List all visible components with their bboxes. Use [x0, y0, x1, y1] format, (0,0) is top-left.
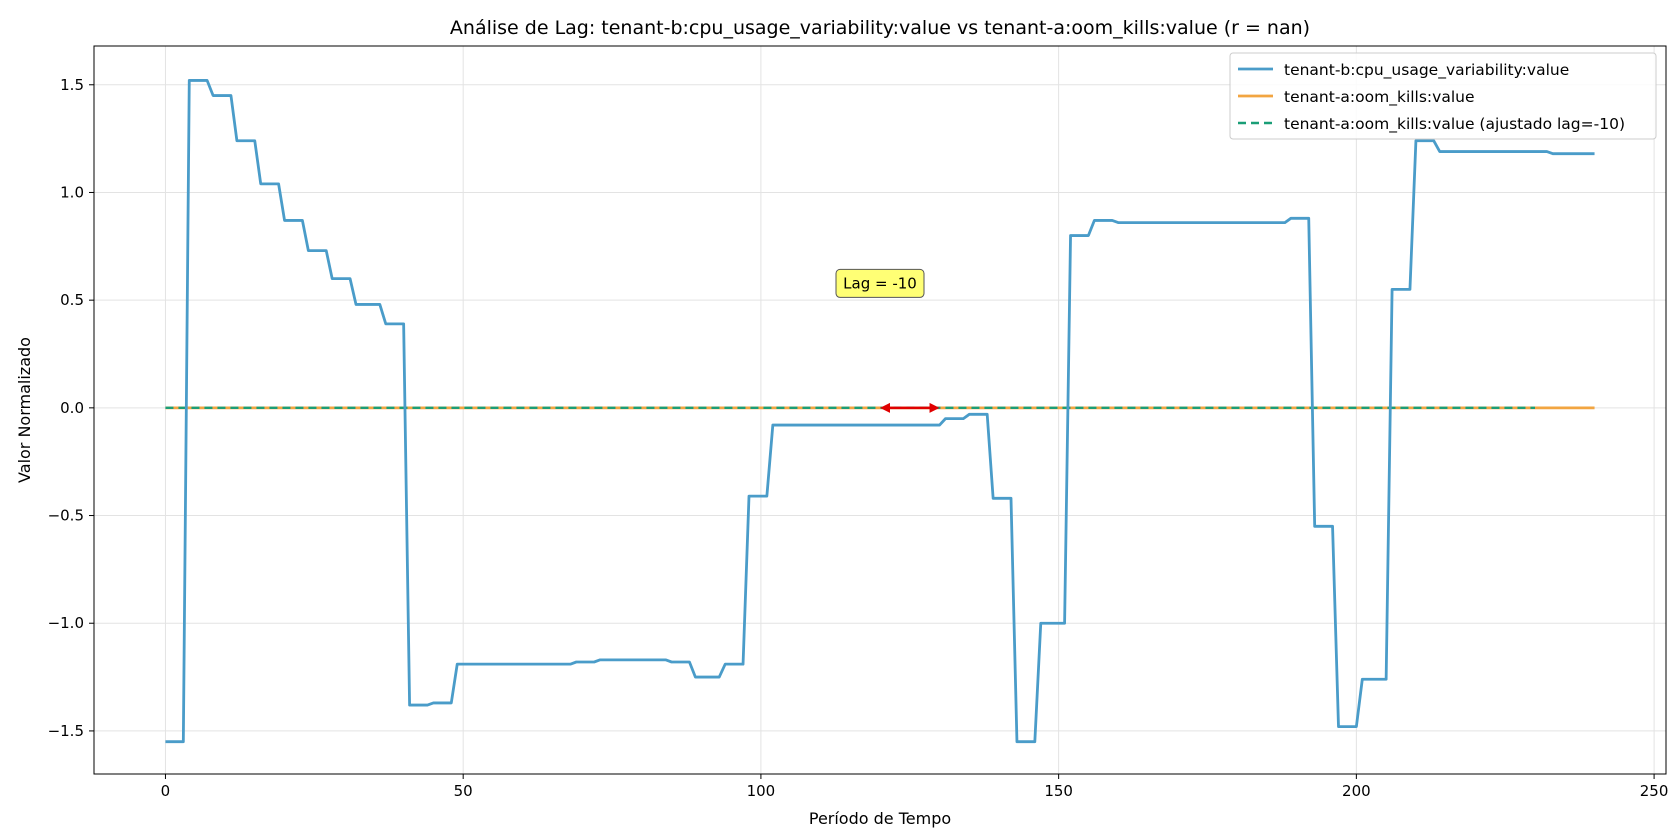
- x-axis-label: Período de Tempo: [809, 809, 951, 828]
- lag-annotation-text: Lag = -10: [843, 274, 917, 292]
- lag-arrow-head-left: [880, 402, 890, 413]
- lag-arrow-head-right: [929, 402, 940, 413]
- y-tick-label-0-5: 0.5: [60, 291, 84, 309]
- y-tick-label--0-5: −0.5: [48, 507, 84, 525]
- x-tick-label-100: 100: [747, 782, 776, 800]
- y-tick-label--1: −1.0: [48, 614, 84, 632]
- y-tick-label-1: 1.0: [60, 183, 84, 201]
- legend: tenant-b:cpu_usage_variability:valuetena…: [1229, 52, 1657, 140]
- x-tick-label-150: 150: [1044, 782, 1073, 800]
- y-tick-label--1-5: −1.5: [48, 722, 84, 740]
- legend-label-1: tenant-a:oom_kills:value: [1284, 88, 1475, 107]
- y-axis-label: Valor Normalizado: [15, 337, 34, 483]
- y-tick-label-1-5: 1.5: [60, 76, 84, 94]
- legend-box: [1229, 52, 1657, 140]
- grid: [94, 46, 1666, 774]
- x-tick-label-50: 50: [454, 782, 473, 800]
- annotations: Lag = -10: [835, 268, 940, 413]
- x-tick-label-250: 250: [1640, 782, 1669, 800]
- plot-area-frame: [93, 45, 1667, 775]
- legend-label-2: tenant-a:oom_kills:value (ajustado lag=-…: [1284, 115, 1625, 134]
- legend-label-0: tenant-b:cpu_usage_variability:value: [1284, 61, 1569, 80]
- lag-annotation-box: [835, 268, 925, 298]
- x-tick-label-0: 0: [161, 782, 171, 800]
- chart-title: Análise de Lag: tenant-b:cpu_usage_varia…: [450, 17, 1310, 39]
- x-tick-label-200: 200: [1342, 782, 1371, 800]
- series-line-0: [165, 79, 1595, 744]
- axis-ticks: 0 50 100 150 200 250 −1.5 −1.0 −0.5 0.0 0.5 1.0 1.5: [48, 76, 1669, 800]
- series-layer: [165, 79, 1595, 744]
- y-tick-label-0: 0.0: [60, 399, 84, 417]
